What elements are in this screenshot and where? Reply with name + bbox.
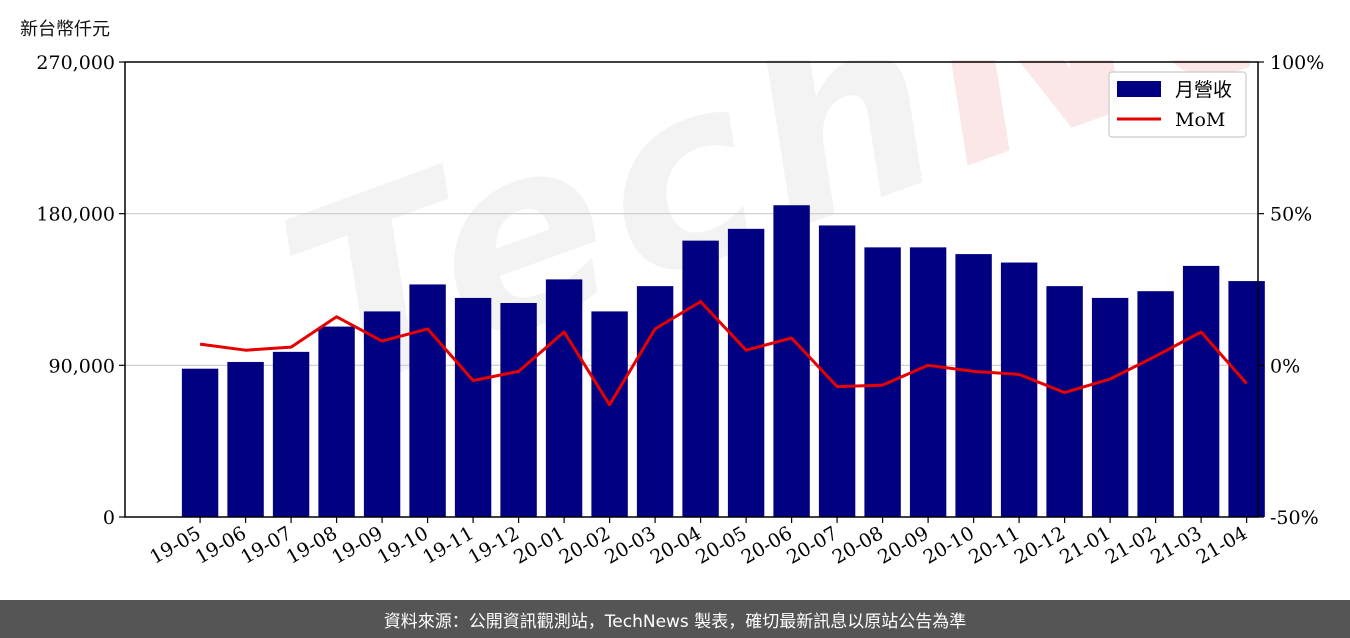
revenue-bar [545, 279, 583, 517]
plot-frame [124, 61, 1259, 518]
x-tick-label: 20-06 [738, 522, 796, 568]
left-tick-label: 90,000 [49, 355, 115, 377]
x-tick-label: 20-05 [692, 522, 750, 568]
revenue-bar [1000, 262, 1038, 517]
y-axis-unit-label: 新台幣仟元 [20, 19, 110, 40]
revenue-bar [909, 247, 947, 518]
x-tick-label: 20-11 [965, 522, 1023, 568]
left-tick-label: 270,000 [36, 52, 115, 74]
legend-swatch-revenue [1117, 81, 1161, 97]
x-tick-label: 19-12 [465, 522, 523, 568]
revenue-bar [1228, 281, 1265, 517]
x-tick-label: 21-01 [1056, 522, 1114, 568]
x-tick-label: 21-04 [1193, 522, 1251, 568]
revenue-bar [272, 351, 310, 517]
revenue-bar [1182, 265, 1220, 517]
left-tick-label: 180,000 [36, 204, 115, 226]
x-tick-label: 19-05 [146, 522, 204, 568]
right-tick-label: -50% [1270, 507, 1319, 529]
x-tick-label: 19-09 [328, 522, 386, 568]
x-tick-label: 19-06 [192, 522, 250, 568]
x-tick-label: 20-01 [510, 522, 568, 568]
revenue-bar [181, 368, 219, 517]
source-footer-text: 資料來源：公開資訊觀測站，TechNews 製表，確切最新訊息以原站公告為準 [383, 611, 967, 632]
revenue-bar [1046, 286, 1083, 517]
revenue-bar [818, 225, 856, 518]
revenue-bar [363, 311, 401, 517]
revenue-bar [409, 284, 446, 517]
revenue-bar [864, 247, 901, 518]
x-tick-label: 19-10 [374, 522, 432, 568]
x-tick-label: 20-08 [829, 522, 887, 568]
revenue-bar [955, 254, 992, 517]
right-axis: -50% 0% 50% 100% [1258, 52, 1324, 529]
x-tick-label: 20-03 [601, 522, 659, 568]
x-tick-label: 20-07 [783, 522, 841, 568]
x-tick-label: 20-02 [556, 522, 614, 568]
source-footer: 資料來源：公開資訊觀測站，TechNews 製表，確切最新訊息以原站公告為準 [0, 600, 1350, 638]
revenue-bar [727, 228, 765, 518]
right-tick-label: 50% [1270, 204, 1312, 226]
x-tick-label: 21-02 [1102, 522, 1160, 568]
left-axis: 0 90,000 180,000 270,000 [36, 52, 125, 529]
legend: 月營收 MoM [1108, 71, 1247, 138]
x-tick-label: 21-03 [1147, 522, 1205, 568]
revenue-bar [1091, 297, 1129, 517]
x-tick-label: 19-11 [419, 522, 477, 568]
x-tick-label: 19-08 [283, 522, 341, 568]
x-tick-label: 20-12 [1011, 522, 1069, 568]
mom-series [199, 300, 1248, 407]
left-tick-label: 0 [103, 507, 115, 529]
revenue-bar [500, 302, 537, 517]
bar-series [181, 205, 1265, 518]
revenue-bar [591, 311, 628, 517]
right-tick-label: 100% [1270, 52, 1324, 74]
x-tick-label: 20-09 [874, 522, 932, 568]
x-tick-label: 20-04 [647, 522, 705, 568]
mom-line [199, 300, 1248, 407]
legend-label-mom: MoM [1175, 109, 1225, 131]
revenue-bar [773, 205, 810, 518]
revenue-bar [454, 297, 492, 517]
x-tick-label: 20-10 [920, 522, 978, 568]
revenue-bar [682, 240, 719, 517]
x-axis: 19-0519-0619-0719-0819-0919-1019-1119-12… [146, 517, 1251, 569]
x-tick-label: 19-07 [237, 522, 295, 568]
revenue-bar [227, 361, 264, 517]
legend-label-revenue: 月營收 [1175, 79, 1232, 101]
revenue-bar [1137, 291, 1174, 517]
revenue-bar [318, 326, 355, 517]
revenue-bar [636, 286, 674, 517]
revenue-chart: 0 90,000 180,000 270,000 -50% 0% 50% 100% 19-0… [36, 52, 1324, 569]
right-tick-label: 0% [1270, 355, 1300, 377]
